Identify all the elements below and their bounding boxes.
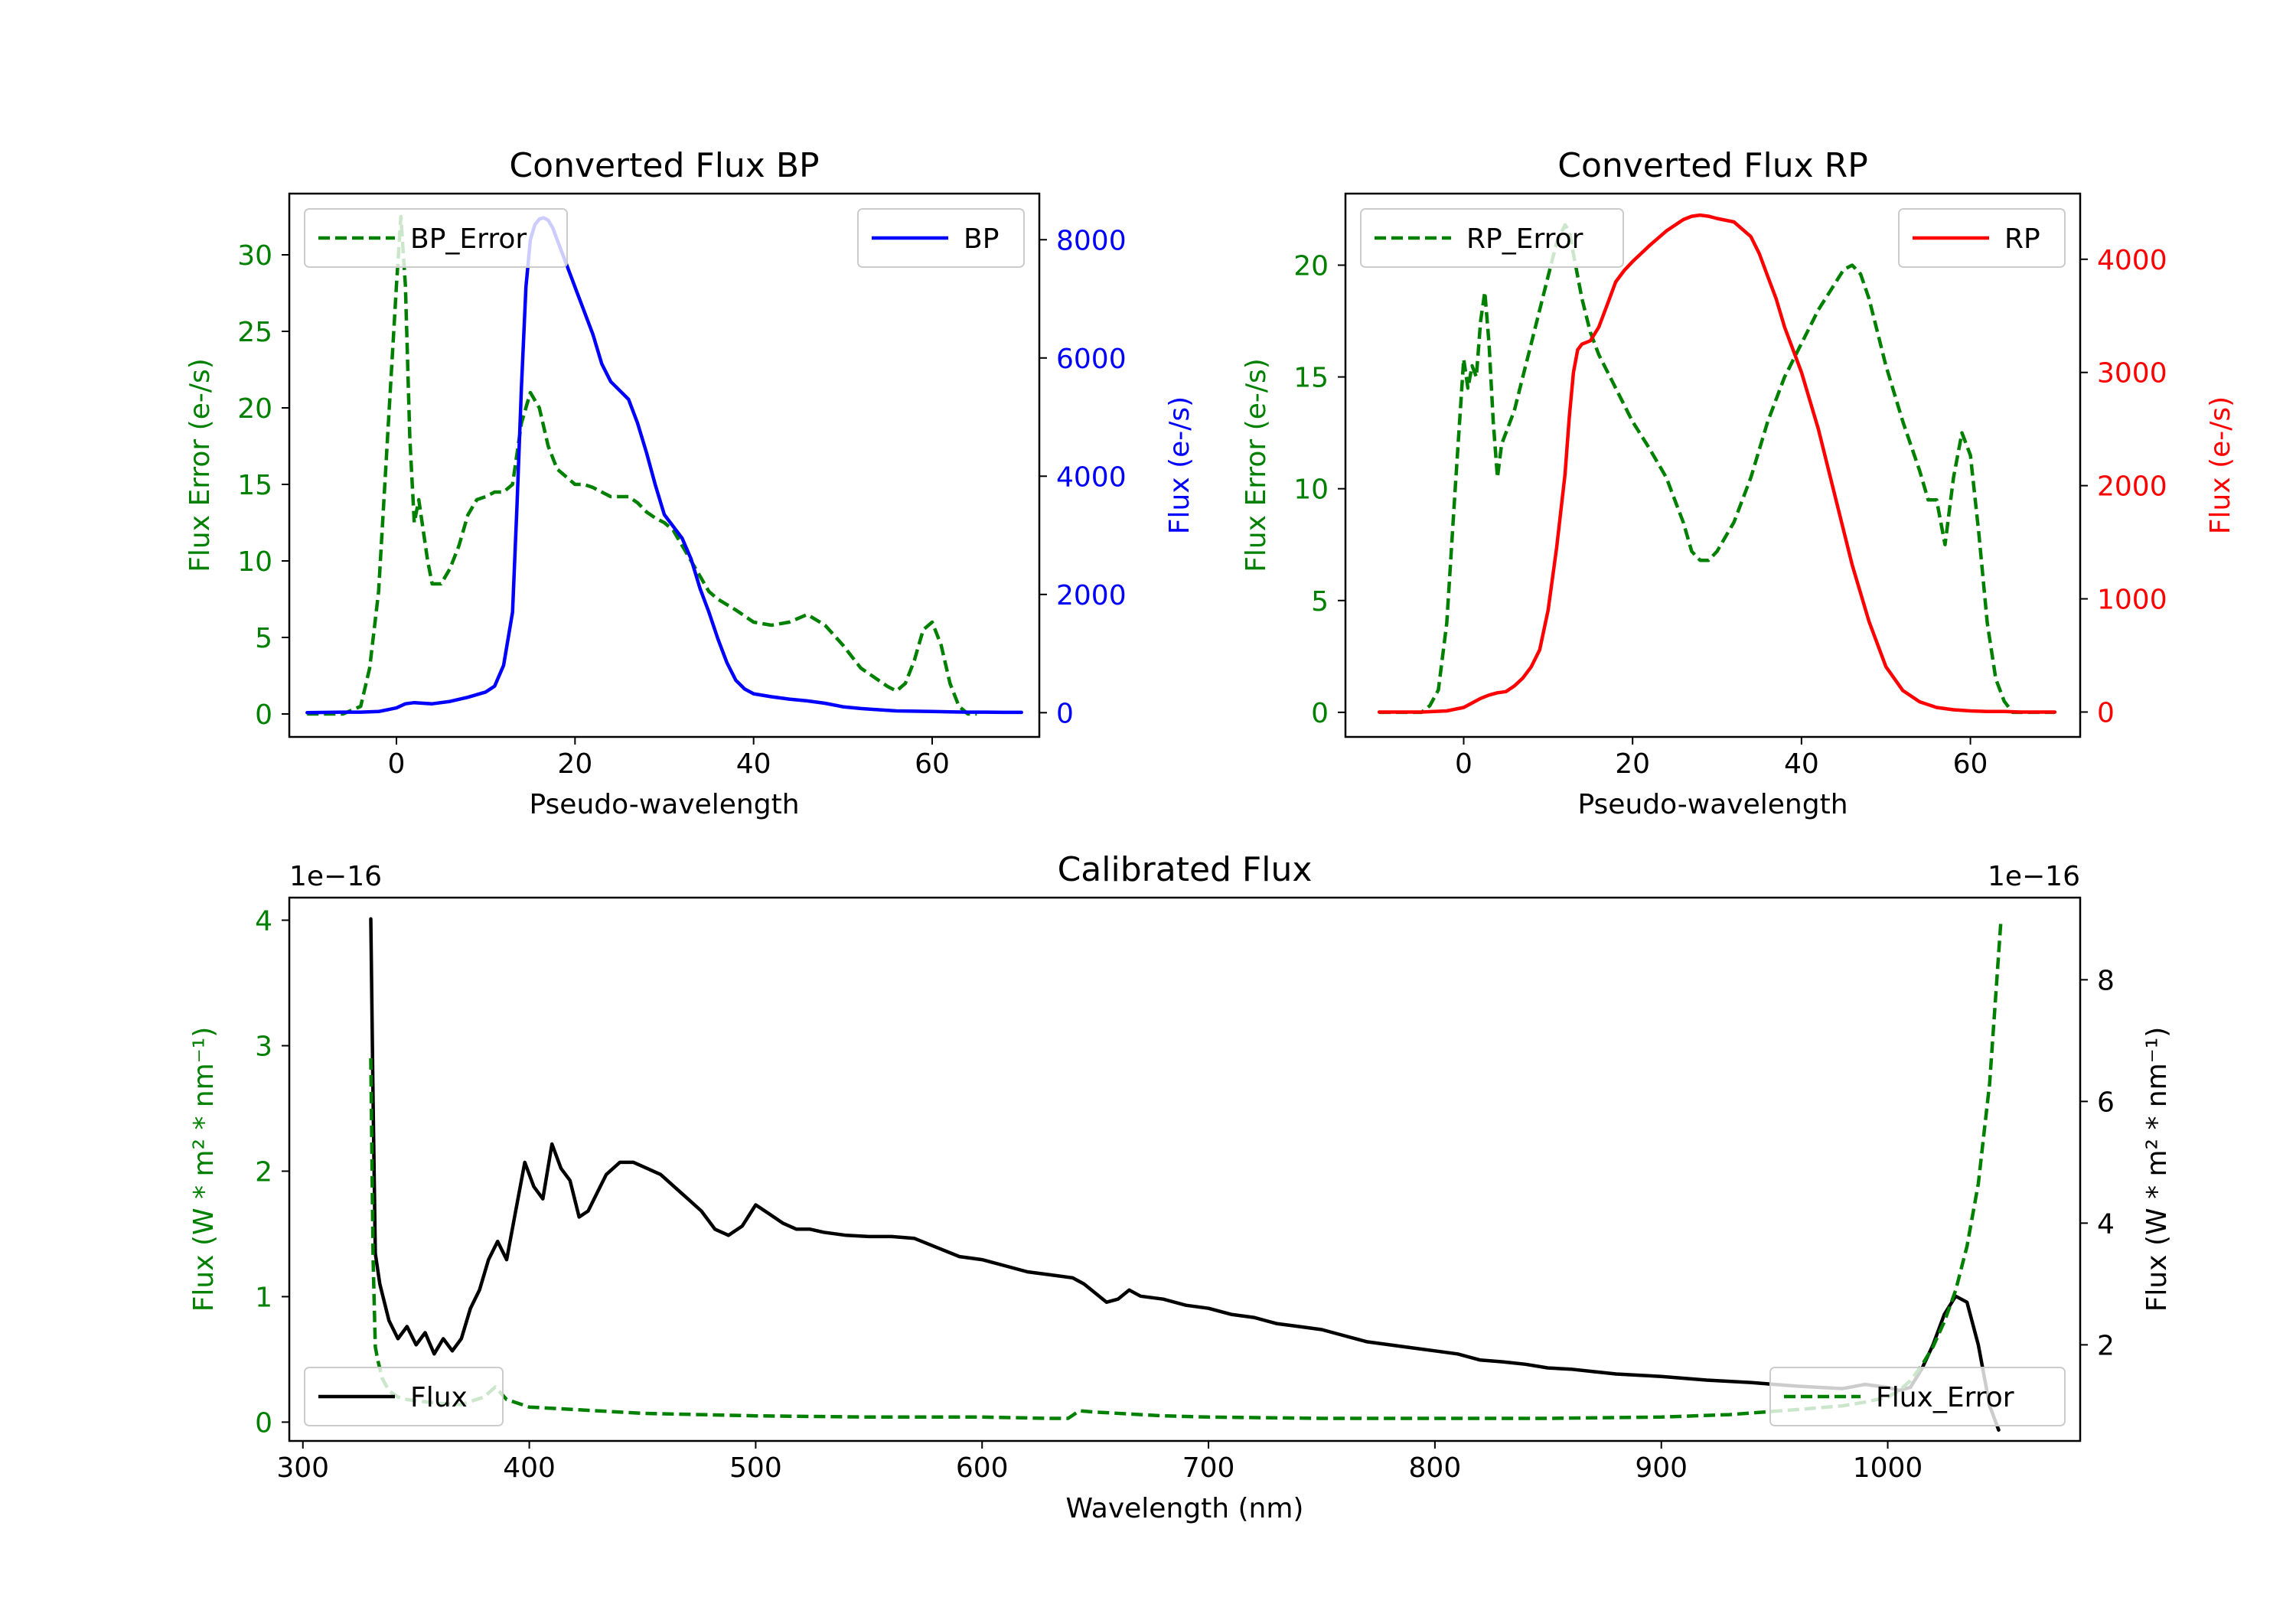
bp-legend-box [304,208,568,268]
bp-legend-label: BP [964,223,999,255]
bp-ytick-left-label: 0 [255,699,272,731]
rp-title: Converted Flux RP [1557,146,1868,185]
bp-ylabel-right: Flux (e-/s) [1164,396,1195,534]
cal-ytick-left-label: 0 [255,1407,272,1439]
rp-panel: 0 20 40 60 0 5 10 15 20 0 1000 2000 3000 4000 Converte… [1241,146,2236,820]
rp-ytick-right-label: 2000 [2097,471,2167,503]
cal-offset-right: 1e−16 [1988,861,2080,892]
cal-ylabel-left: Flux (W * m² * nm⁻¹) [188,1027,220,1312]
bp-xtick-label: 0 [388,748,406,780]
bp-xtick-label: 60 [915,748,950,780]
rp-ytick-right-label: 3000 [2097,358,2167,390]
rp-ytick-right-label: 1000 [2097,585,2167,616]
cal-offset-left: 1e−16 [289,861,382,892]
cal-ytick-right-label: 6 [2097,1087,2115,1118]
cal-legend-right: Flux_Error [1769,1367,2066,1426]
rp-ylabel-right: Flux (e-/s) [2205,396,2236,534]
cal-legend-left: Flux [304,1367,504,1426]
rp-xtick-label: 40 [1784,748,1819,780]
bp-legend-left: BP_Error [304,208,568,268]
cal-ytick-left-label: 1 [255,1282,272,1313]
cal-ylabel-right: Flux (W * m² * nm⁻¹) [2141,1027,2173,1312]
cal-ytick-right-label: 2 [2097,1330,2115,1361]
rp-legend-label: RP_Error [1466,223,1583,255]
bp-ytick-left-label: 15 [237,470,272,501]
bp-ytick-left-label: 25 [237,317,272,348]
bp-series-group [305,214,1023,716]
bp-ytick-right-label: 8000 [1056,225,1127,256]
cal-xtick-label: 900 [1635,1452,1688,1484]
cal-xtick-label: 500 [729,1452,782,1484]
rp-ytick-left-label: 10 [1293,474,1329,506]
calibrated-panel: 300 400 500 600 700 800 900 1000 0 1 2 3 4 2 4 6 8 Calibr… [188,850,2173,1524]
rp-xtick-label: 20 [1615,748,1650,780]
bp-title: Converted Flux BP [509,146,819,185]
rp-ytick-left-label: 15 [1293,363,1329,394]
cal-ytick-left-label: 3 [255,1031,272,1062]
rp-axes-frame [1344,192,2082,738]
cal-ytick-left-label: 2 [255,1156,272,1188]
rp-series-group [1377,213,2057,715]
bp-ylabel-left: Flux Error (e-/s) [184,358,216,572]
bp-xtick-label: 20 [557,748,592,780]
cal-legend-label: Flux_Error [1876,1382,2014,1413]
cal-legend-label: Flux [410,1382,468,1413]
cal-ytick-right-label: 8 [2097,965,2115,996]
rp-legend-box [1360,208,1624,268]
cal-axes-frame [288,896,2082,1442]
rp-ytick-left-label: 20 [1293,250,1329,282]
bp-xtick-label: 40 [736,748,771,780]
cal-xtick-label: 300 [276,1452,329,1484]
rp-series-rp [1377,213,2057,714]
bp-ytick-right-label: 4000 [1056,461,1127,493]
rp-legend-right: RP [1898,208,2066,268]
rp-xtick-label: 0 [1455,748,1473,780]
rp-legend-label: RP [2004,223,2040,255]
bp-series-bp-error [307,214,977,716]
cal-xtick-label: 1000 [1853,1452,1923,1484]
bp-ytick-right-label: 2000 [1056,580,1127,611]
cal-series-flux [369,917,2001,1432]
rp-ytick-right-label: 4000 [2097,245,2167,276]
bp-legend-label: BP_Error [410,223,527,255]
cal-ytick-right-label: 4 [2097,1208,2115,1240]
cal-legend-box [304,1367,504,1426]
rp-legend-left: RP_Error [1360,208,1624,268]
rp-ytick-left-label: 0 [1311,698,1329,729]
cal-ytick-left-label: 4 [255,906,272,937]
bp-xlabel: Pseudo-wavelength [529,789,799,820]
rp-series-rp-error [1379,223,2055,715]
bp-series-bp [305,216,1023,715]
bp-legend-right: BP [857,208,1025,268]
rp-xlabel: Pseudo-wavelength [1577,789,1848,820]
bp-ytick-left-label: 10 [237,546,272,578]
cal-xtick-label: 800 [1409,1452,1462,1484]
cal-xtick-label: 600 [956,1452,1009,1484]
cal-title: Calibrated Flux [1058,850,1313,889]
bp-panel: 0 20 40 60 0 5 10 15 20 25 30 0 2000 4000 6000 8000 Conv… [184,146,1195,820]
rp-ytick-right-label: 0 [2097,697,2115,729]
cal-xtick-label: 700 [1182,1452,1235,1484]
cal-xtick-label: 400 [503,1452,556,1484]
rp-ytick-left-label: 5 [1311,586,1329,618]
bp-ytick-left-label: 30 [237,240,272,272]
bp-ytick-right-label: 6000 [1056,344,1127,375]
bp-ytick-right-label: 0 [1056,698,1074,729]
bp-ytick-left-label: 5 [255,623,272,654]
rp-ylabel-left: Flux Error (e-/s) [1241,358,1272,572]
bp-axes-frame [288,192,1041,738]
cal-xlabel: Wavelength (nm) [1066,1493,1304,1524]
cal-legend-box [1769,1367,2066,1426]
bp-ytick-left-label: 20 [237,393,272,425]
rp-xtick-label: 60 [1953,748,1988,780]
